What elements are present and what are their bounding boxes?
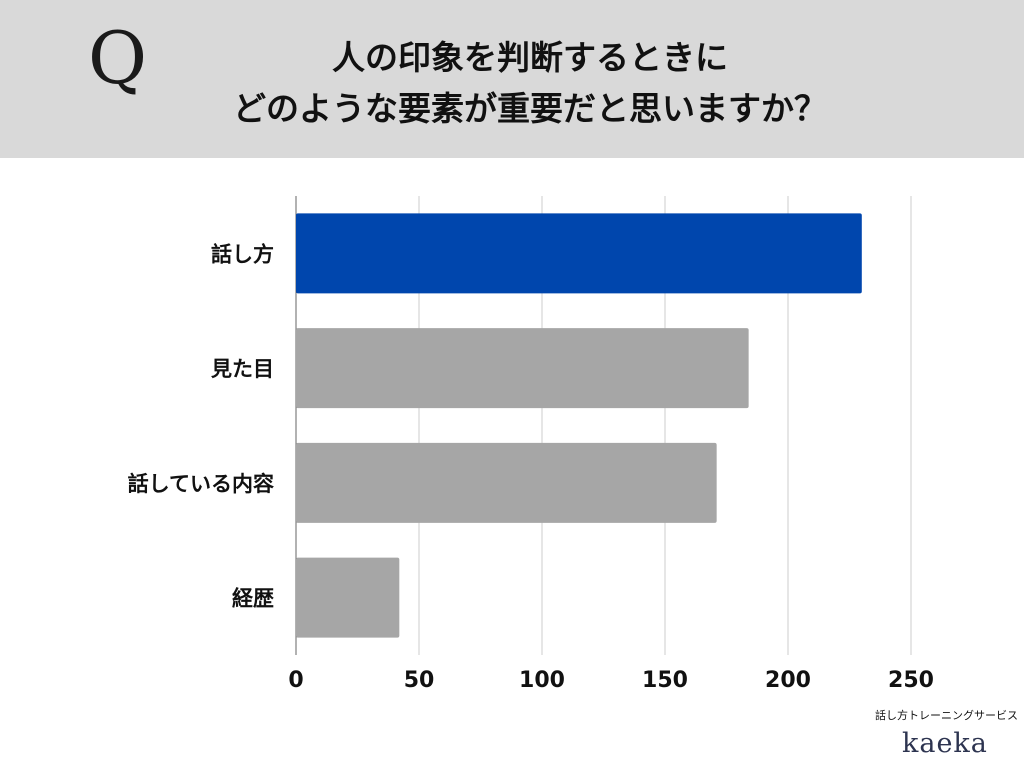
question-header: Q 人の印象を判断するときに どのような要素が重要だと思いますか？ xyxy=(0,0,1024,158)
category-label: 話している内容 xyxy=(128,472,274,496)
x-tick-label: 150 xyxy=(642,668,688,693)
x-tick-label: 250 xyxy=(888,668,934,693)
category-label: 話し方 xyxy=(211,242,274,266)
question-title-line-2: どのような要素が重要だと思いますか？ xyxy=(233,89,827,128)
bar xyxy=(296,213,862,294)
question-title: 人の印象を判断するときに どのような要素が重要だと思いますか？ xyxy=(150,32,910,134)
question-mark-q: Q xyxy=(88,16,148,100)
brand-logo: kaeka xyxy=(902,728,988,759)
bar xyxy=(296,442,717,523)
brand-caption: 話し方トレーニングサービス xyxy=(875,709,1018,722)
category-label: 経歴 xyxy=(232,587,274,611)
question-title-line-1: 人の印象を判断するときに xyxy=(332,38,728,77)
bar xyxy=(296,557,400,638)
x-tick-label: 50 xyxy=(404,668,435,693)
chart-area: 話し方見た目話している内容経歴 0 50 100 150 200 250 xyxy=(0,158,1024,768)
bar xyxy=(296,328,749,409)
x-tick-label: 200 xyxy=(765,668,811,693)
category-label: 見た目 xyxy=(211,357,274,381)
x-tick-label: 100 xyxy=(519,668,565,693)
x-tick-label: 0 xyxy=(288,668,303,693)
